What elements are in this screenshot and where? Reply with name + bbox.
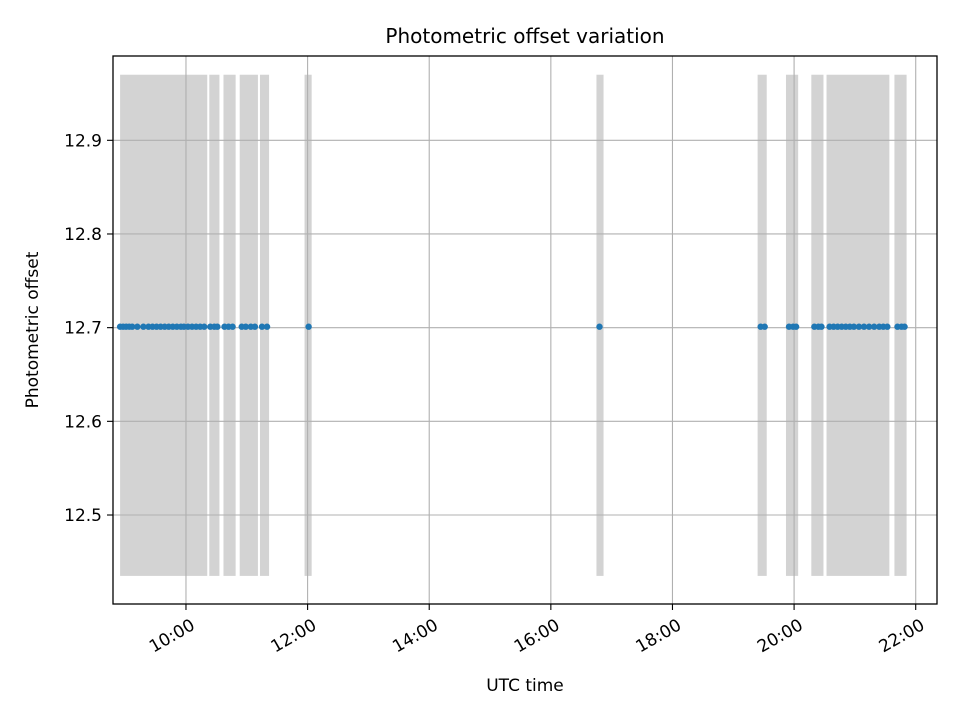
data-point	[134, 323, 141, 330]
plot-frame	[112, 55, 938, 605]
data-point	[870, 323, 878, 330]
data-point	[596, 323, 603, 330]
data-point	[140, 323, 147, 330]
y-tick-label: 12.7	[64, 319, 102, 339]
y-axis-label: Photometric offset	[23, 251, 43, 408]
data-point	[818, 323, 825, 330]
data-point	[761, 323, 768, 330]
data-point	[251, 323, 259, 330]
data-point	[129, 323, 136, 330]
data-point	[263, 323, 271, 330]
data-point	[242, 323, 249, 330]
data-point	[901, 323, 908, 330]
y-axis-ticks: 12.5 12.6 12.7 12.8 12.9	[64, 131, 113, 526]
data-point	[850, 323, 858, 330]
chart-title: Photometric offset variation	[385, 24, 664, 48]
y-tick-label: 12.9	[64, 131, 102, 151]
y-tick-label: 12.6	[64, 412, 102, 432]
data-point	[860, 323, 868, 330]
data-point	[884, 323, 891, 330]
grid-lines	[113, 56, 937, 604]
data-point	[855, 323, 863, 330]
y-tick-label: 12.8	[64, 225, 102, 245]
x-axis-label: UTC time	[486, 676, 564, 696]
y-tick-label: 12.5	[64, 506, 102, 526]
data-point	[305, 323, 312, 330]
data-point	[229, 323, 236, 330]
data-points	[116, 323, 908, 330]
data-point	[792, 323, 800, 330]
data-point	[258, 323, 266, 330]
data-point	[214, 323, 221, 330]
data-point	[865, 323, 873, 330]
data-point	[201, 323, 208, 330]
